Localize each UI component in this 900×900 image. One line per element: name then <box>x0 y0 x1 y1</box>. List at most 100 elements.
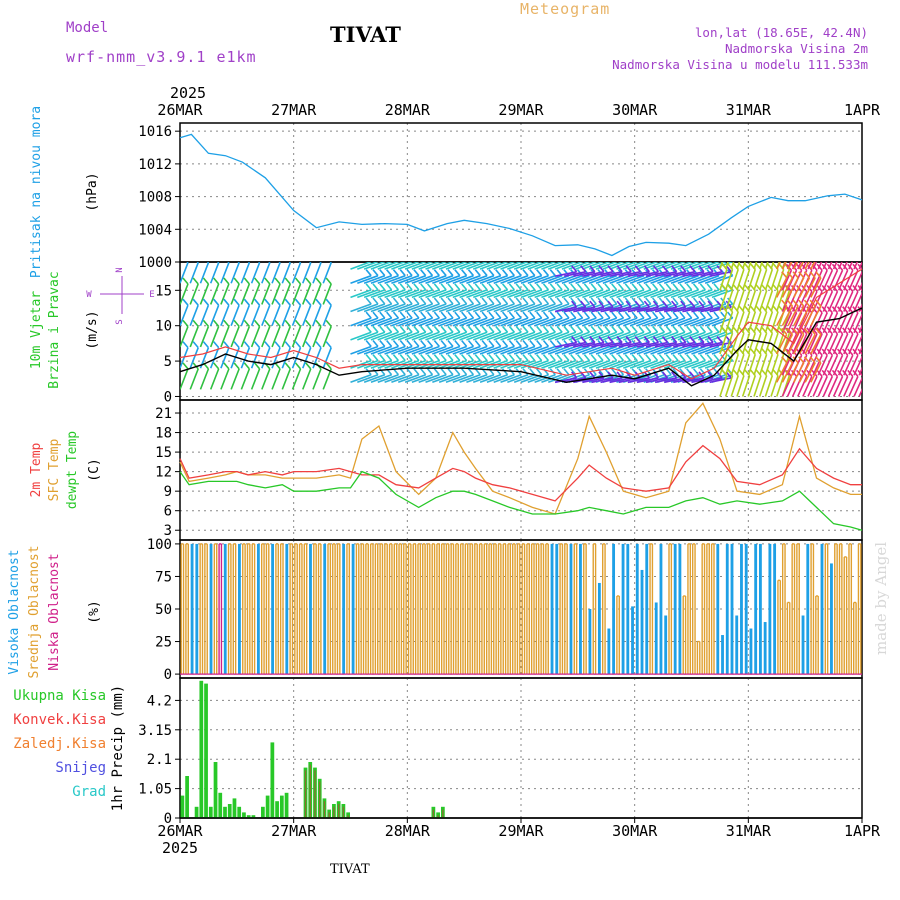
wind-barb-flag <box>665 368 672 376</box>
wind-barb-flag <box>392 311 400 319</box>
precip-total-bar <box>270 742 275 818</box>
wind-barb <box>677 345 699 355</box>
wind-barb-flag <box>556 311 563 319</box>
wind-barb <box>682 270 705 277</box>
wind-barb <box>534 262 556 270</box>
wind-barb-flag <box>488 339 495 347</box>
wind-barb <box>189 262 199 284</box>
wind-barb <box>822 269 834 291</box>
wind-barb-flag <box>495 311 502 319</box>
wind-barb-flag <box>447 269 454 277</box>
wind-barb-flag <box>481 354 488 362</box>
wind-barb-flag <box>580 265 587 273</box>
wind-barb <box>822 333 834 355</box>
wind-barb <box>827 291 839 312</box>
wind-barb-flag <box>732 305 739 313</box>
wind-barb <box>568 289 590 299</box>
wind-barb <box>709 341 732 348</box>
wind-barb <box>561 274 583 284</box>
wind-barb-flag <box>624 354 631 362</box>
wind-barb-flag <box>474 283 481 291</box>
wind-barb-flag <box>772 284 779 292</box>
wind-barb-flag <box>852 263 859 271</box>
wind-barb <box>802 333 813 355</box>
wind-barb-flag <box>536 283 543 291</box>
cloud-bar <box>725 543 729 675</box>
wind-barb-flag <box>481 269 488 277</box>
wind-barb <box>741 290 751 312</box>
wind-barb <box>513 374 536 384</box>
wind-barb <box>810 277 822 298</box>
wind-barb-flag <box>782 243 787 249</box>
wind-barb-flag <box>755 369 762 377</box>
wind-barb <box>548 289 570 299</box>
wind-barb-flag <box>440 283 447 291</box>
wind-barb-flag <box>433 368 440 376</box>
wind-barb <box>741 262 746 270</box>
wind-barb-flag <box>549 311 556 319</box>
model-altitude-label: Nadmorska Visina u modelu 111.533m <box>612 57 868 72</box>
wind-barb-flag <box>848 243 853 249</box>
wind-barb <box>775 290 785 312</box>
wind-barb-flag <box>495 283 502 291</box>
wind-barb-flag <box>399 297 406 305</box>
wind-barb <box>812 269 823 291</box>
cloud-high-axis-label: Visoka Oblacnost <box>7 549 22 674</box>
wind-barb-flag <box>761 326 768 334</box>
wind-barb-flag <box>638 283 645 291</box>
wind-barb-flag <box>831 369 839 377</box>
time-label-bottom: 29MAR <box>498 822 544 840</box>
wind-barb-flag <box>803 356 811 364</box>
wind-barb-flag <box>604 283 611 291</box>
wind-barb <box>507 262 529 270</box>
wind-barb <box>724 290 734 312</box>
wind-barb <box>670 359 692 369</box>
wind-barb <box>663 262 686 270</box>
wind-barb-flag <box>386 283 393 291</box>
wind-barb <box>554 262 577 270</box>
wind-barb-flag <box>821 348 828 356</box>
wind-barb <box>837 333 849 355</box>
wind-barb-flag <box>617 283 625 291</box>
precip-total-bar <box>265 795 270 818</box>
wind-barb <box>459 303 481 313</box>
wind-barb <box>370 374 392 384</box>
wind-barb-flag <box>781 327 788 335</box>
wind-barb <box>250 368 261 390</box>
wind-barb <box>261 326 271 348</box>
wind-barb-flag <box>652 265 660 273</box>
wind-barb-flag <box>815 327 822 335</box>
wind-barb <box>673 270 696 277</box>
wind-barb <box>747 332 757 355</box>
wind-barb-flag <box>598 265 605 273</box>
wind-barb <box>230 368 240 390</box>
wind-barb <box>425 317 447 327</box>
wind-barb <box>616 274 638 284</box>
wind-barb-flag <box>536 368 543 376</box>
cloud-bar <box>768 543 772 675</box>
precip-total-bar <box>251 815 256 818</box>
wind-barb-flag <box>284 362 291 370</box>
wind-barb <box>209 262 220 284</box>
wind-barb-flag <box>836 263 844 271</box>
wind-barb-flag <box>508 297 516 305</box>
wind-barb-flag <box>809 271 816 279</box>
wind-barb <box>575 262 597 270</box>
wind-barb <box>573 306 596 313</box>
wind-barb <box>698 317 720 327</box>
wind-barb-flag <box>520 262 521 263</box>
wind-barb-flag <box>213 341 220 349</box>
wind-barb-flag <box>704 262 705 263</box>
wind-barb-flag <box>631 311 638 319</box>
wind-barb-flag <box>661 265 669 273</box>
wind-barb <box>719 290 728 312</box>
wind-barb-flag <box>625 336 632 344</box>
wind-barb <box>548 274 570 284</box>
wind-barb-flag <box>689 371 696 379</box>
wind-barb-flag <box>727 297 734 305</box>
y-tick-label: 0 <box>164 667 172 683</box>
wind-barb <box>822 354 834 376</box>
wind-barb <box>384 345 406 355</box>
cloud-low-axis-label: Niska Oblacnost <box>47 553 62 670</box>
wind-barb <box>817 269 828 291</box>
